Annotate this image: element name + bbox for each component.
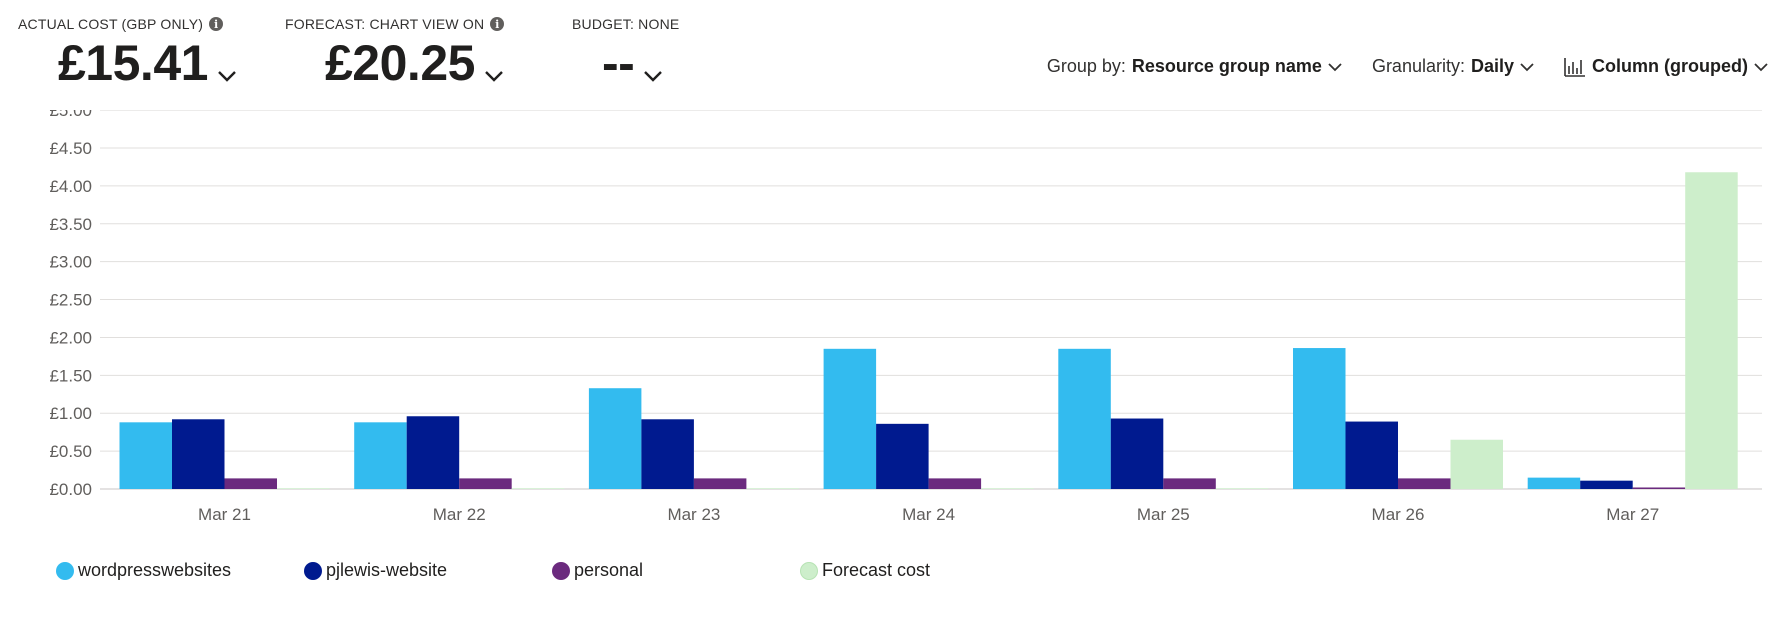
bar-forecast-cost bbox=[1215, 488, 1269, 489]
y-tick-label: £5.00 bbox=[49, 101, 92, 120]
legend-item-wordpresswebsites[interactable]: wordpresswebsites bbox=[56, 560, 304, 581]
chevron-down-icon[interactable] bbox=[216, 68, 238, 84]
forecast-value: £20.25 bbox=[325, 35, 475, 91]
bar-personal bbox=[1632, 487, 1686, 489]
forecast-label: FORECAST: CHART VIEW ON i bbox=[285, 16, 505, 32]
budget-kpi[interactable]: BUDGET: NONE -- bbox=[572, 16, 679, 88]
bar-personal bbox=[693, 478, 747, 489]
y-tick-label: £4.00 bbox=[49, 177, 92, 196]
actual-cost-label: ACTUAL COST (GBP ONLY) i bbox=[18, 16, 238, 32]
column-chart-icon bbox=[1564, 57, 1586, 77]
actual-cost-kpi[interactable]: ACTUAL COST (GBP ONLY) i £15.41 bbox=[18, 16, 238, 88]
granularity-dropdown[interactable]: Granularity: Daily bbox=[1372, 56, 1534, 77]
bar-forecast-cost bbox=[1685, 172, 1738, 489]
x-tick-label: Mar 22 bbox=[433, 505, 486, 524]
chevron-down-icon[interactable] bbox=[642, 68, 664, 84]
y-tick-label: £2.00 bbox=[49, 328, 92, 347]
legend-label: Forecast cost bbox=[822, 560, 931, 580]
bar-forecast-cost bbox=[746, 488, 799, 489]
plot-area: £0.00 £0.50 £1.00 £1.50 £2.00 £2.50 £3.00 £3.50… bbox=[49, 101, 1762, 524]
bar-personal bbox=[459, 478, 512, 489]
bar-wordpresswebsites bbox=[588, 388, 642, 489]
legend-item-pjlewis-website[interactable]: pjlewis-website bbox=[304, 560, 552, 581]
budget-value: -- bbox=[602, 35, 635, 91]
x-tick-label: Mar 26 bbox=[1372, 505, 1425, 524]
bar-wordpresswebsites bbox=[1527, 477, 1581, 489]
group-by-label: Group by: bbox=[1046, 56, 1126, 76]
bar-forecast-cost bbox=[511, 488, 565, 489]
legend-label: wordpresswebsites bbox=[78, 560, 232, 580]
bar-forecast-cost bbox=[1450, 439, 1503, 489]
x-tick-label: Mar 25 bbox=[1137, 505, 1190, 524]
cost-column-chart: £0.00 £0.50 £1.00 £1.50 £2.00 £2.50 £3.00 £3.50… bbox=[49, 101, 1762, 524]
legend-item-forecast-cost[interactable]: Forecast cost bbox=[800, 560, 930, 581]
granularity-value: Daily bbox=[1470, 56, 1515, 76]
chart-controls: Group by: Resource group name Granularit… bbox=[1047, 56, 1768, 77]
chart-view-dropdown[interactable]: Column (grouped) bbox=[1564, 56, 1768, 77]
legend-swatch bbox=[800, 561, 818, 580]
y-tick-label: £1.00 bbox=[49, 404, 92, 423]
bar-wordpresswebsites bbox=[354, 422, 407, 489]
bar-pjlewis-website bbox=[1110, 418, 1164, 489]
bar-pjlewis-website bbox=[1345, 421, 1398, 489]
x-tick-label: Mar 23 bbox=[667, 505, 720, 524]
y-tick-label: £3.50 bbox=[49, 215, 92, 234]
bar-pjlewis-website bbox=[876, 423, 929, 489]
chevron-down-icon bbox=[1328, 62, 1342, 71]
legend-swatch bbox=[304, 561, 322, 580]
y-tick-label: £0.50 bbox=[49, 442, 92, 461]
chevron-down-icon bbox=[1754, 62, 1768, 71]
chevron-down-icon bbox=[1520, 62, 1534, 71]
bar-personal bbox=[224, 478, 277, 489]
actual-cost-value: £15.41 bbox=[58, 35, 208, 91]
bar-forecast-cost bbox=[981, 488, 1034, 489]
bar-wordpresswebsites bbox=[1293, 348, 1346, 489]
chart-legend: wordpresswebsites pjlewis-website person… bbox=[56, 560, 930, 581]
bar-forecast-cost bbox=[277, 488, 330, 489]
info-icon[interactable]: i bbox=[209, 17, 224, 31]
y-tick-label: £4.50 bbox=[49, 139, 92, 158]
y-tick-label: £1.50 bbox=[49, 366, 92, 385]
group-by-value: Resource group name bbox=[1131, 56, 1322, 76]
group-by-dropdown[interactable]: Group by: Resource group name bbox=[1047, 56, 1342, 77]
info-icon[interactable]: i bbox=[490, 17, 505, 31]
x-tick-label: Mar 27 bbox=[1606, 505, 1659, 524]
y-tick-label: £2.50 bbox=[49, 291, 92, 310]
chart-view-value: Column (grouped) bbox=[1592, 56, 1748, 76]
bar-pjlewis-website bbox=[406, 416, 460, 489]
x-tick-label: Mar 24 bbox=[902, 505, 955, 524]
legend-swatch bbox=[552, 561, 570, 580]
chevron-down-icon[interactable] bbox=[483, 68, 505, 84]
bar-personal bbox=[1398, 478, 1451, 489]
legend-item-personal[interactable]: personal bbox=[552, 560, 800, 581]
budget-label: BUDGET: NONE bbox=[572, 16, 680, 32]
legend-label: pjlewis-website bbox=[326, 560, 448, 580]
granularity-label: Granularity: bbox=[1371, 56, 1465, 76]
forecast-kpi[interactable]: FORECAST: CHART VIEW ON i £20.25 bbox=[285, 16, 505, 88]
bar-pjlewis-website bbox=[172, 419, 225, 489]
y-tick-label: £3.00 bbox=[49, 253, 92, 272]
bar-wordpresswebsites bbox=[119, 422, 172, 489]
bar-pjlewis-website bbox=[1580, 480, 1633, 489]
bar-personal bbox=[928, 478, 982, 489]
bar-personal bbox=[1163, 478, 1216, 489]
bar-pjlewis-website bbox=[641, 419, 694, 489]
legend-label: personal bbox=[574, 560, 644, 580]
x-tick-label: Mar 21 bbox=[198, 505, 251, 524]
bar-wordpresswebsites bbox=[823, 348, 877, 489]
y-tick-label: £0.00 bbox=[49, 480, 92, 499]
legend-swatch bbox=[56, 561, 74, 580]
bar-wordpresswebsites bbox=[1058, 348, 1111, 489]
